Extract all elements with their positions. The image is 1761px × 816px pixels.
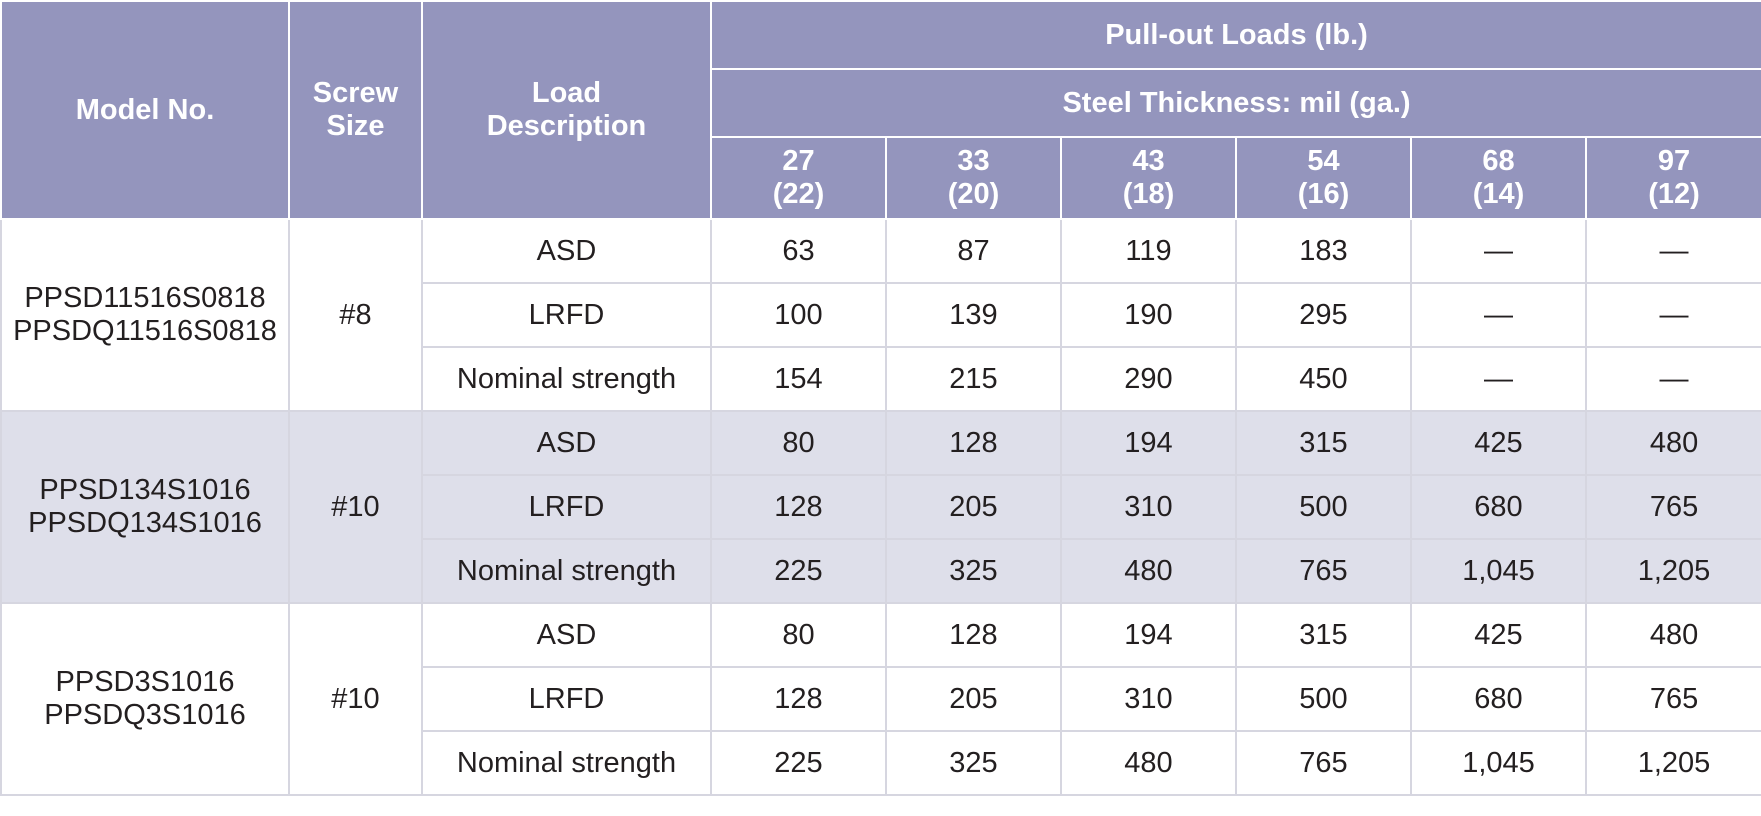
- load-value-cell: 128: [710, 474, 887, 540]
- pullout-load-table: Model No. Screw Size Load Description Pull…: [0, 0, 1761, 796]
- load-description-cell: ASD: [421, 218, 712, 284]
- table-row: LRFD 128 205 310 500 680 765: [1, 474, 1761, 540]
- load-value-cell: 205: [885, 474, 1062, 540]
- load-value-cell: 1,205: [1584, 538, 1761, 604]
- screw-size-cell: #10: [288, 602, 423, 796]
- screw-size-cell: #8: [288, 218, 423, 412]
- load-value-cell: 87: [885, 218, 1062, 284]
- load-description-cell: Nominal strength: [421, 538, 712, 604]
- load-value-cell: 315: [1235, 410, 1412, 476]
- load-value-cell: 215: [885, 346, 1062, 412]
- load-value-cell: —: [1584, 282, 1761, 348]
- load-value-cell: 225: [710, 730, 887, 796]
- load-value-cell: 139: [885, 282, 1062, 348]
- load-value-cell: 480: [1060, 538, 1237, 604]
- load-value-cell: 765: [1584, 474, 1761, 540]
- load-value-cell: 205: [885, 666, 1062, 732]
- load-value-cell: 154: [710, 346, 887, 412]
- load-value-cell: —: [1584, 346, 1761, 412]
- thickness-column-header: 27 (22): [710, 136, 887, 220]
- model-no-cell: PPSD11516S0818 PPSDQ11516S0818: [0, 218, 290, 412]
- load-value-cell: 190: [1060, 282, 1237, 348]
- pullout-loads-header: Pull-out Loads (lb.): [709, 0, 1761, 70]
- table-body: PPSD11516S0818 PPSDQ11516S0818 #8 ASD 63 87 11…: [0, 218, 1761, 796]
- load-value-cell: 680: [1410, 474, 1587, 540]
- thickness-column-header: 43 (18): [1060, 136, 1237, 220]
- load-value-cell: —: [1584, 218, 1761, 284]
- load-value-cell: 1,045: [1410, 538, 1587, 604]
- load-value-cell: —: [1410, 346, 1587, 412]
- load-value-cell: —: [1410, 282, 1587, 348]
- load-value-cell: 425: [1410, 410, 1587, 476]
- load-value-cell: 295: [1235, 282, 1412, 348]
- load-value-cell: 119: [1060, 218, 1237, 284]
- table-row: PPSD134S1016 PPSDQ134S1016 #10 ASD 80 128 194 3…: [0, 410, 1761, 604]
- load-value-cell: 225: [710, 538, 887, 604]
- load-value-cell: 450: [1235, 346, 1412, 412]
- table-row: Nominal strength 154 215 290 450— —: [1, 346, 1761, 412]
- load-value-cell: 480: [1584, 410, 1761, 476]
- load-value-cell: 80: [710, 410, 887, 476]
- table-row: Nominal strength 225 325 480 765 1,045 1,205: [1, 538, 1761, 604]
- load-value-cell: 1,205: [1584, 730, 1761, 796]
- load-value-cell: 765: [1584, 666, 1761, 732]
- model-no-cell: PPSD3S1016 PPSDQ3S1016: [0, 602, 290, 796]
- steel-thickness-header: Steel Thickness: mil (ga.): [709, 68, 1761, 138]
- load-value-cell: 63: [710, 218, 887, 284]
- load-description-cell: LRFD: [421, 666, 712, 732]
- load-value-cell: 128: [885, 602, 1062, 668]
- load-value-cell: 500: [1235, 474, 1412, 540]
- load-value-cell: 183: [1235, 218, 1412, 284]
- load-value-cell: 128: [710, 666, 887, 732]
- load-description-cell: Nominal strength: [421, 346, 712, 412]
- load-value-cell: 765: [1235, 730, 1412, 796]
- load-description-cell: Nominal strength: [421, 730, 712, 796]
- load-description-cell: ASD: [421, 410, 712, 476]
- thickness-column-header: 54 (16): [1235, 136, 1412, 220]
- load-value-cell: 80: [710, 602, 887, 668]
- table-row: LRFD 128 205 310 500 680 765: [1, 666, 1761, 732]
- load-value-cell: 480: [1060, 730, 1237, 796]
- load-value-cell: 194: [1060, 602, 1237, 668]
- load-value-cell: 765: [1235, 538, 1412, 604]
- load-value-cell: 480: [1584, 602, 1761, 668]
- load-value-cell: 310: [1060, 666, 1237, 732]
- screw-size-header: Screw Size: [288, 0, 423, 220]
- load-value-cell: 1,045: [1410, 730, 1587, 796]
- load-value-cell: 325: [885, 730, 1062, 796]
- table-row: PPSD3S1016 PPSDQ3S1016 #10 ASD 80 128 194 315 42…: [0, 602, 1761, 796]
- screw-size-cell: #10: [288, 410, 423, 604]
- load-value-cell: 325: [885, 538, 1062, 604]
- table-row: PPSD11516S0818 PPSDQ11516S0818 #8 ASD 63 87 11…: [0, 218, 1761, 412]
- model-no-cell: PPSD134S1016 PPSDQ134S1016: [0, 410, 290, 604]
- load-value-cell: —: [1410, 218, 1587, 284]
- load-description-cell: LRFD: [421, 474, 712, 540]
- table-header: Model No. Screw Size Load Description Pull…: [0, 0, 1761, 220]
- load-value-cell: 194: [1060, 410, 1237, 476]
- load-value-cell: 425: [1410, 602, 1587, 668]
- thickness-column-header: 97 (12): [1584, 136, 1761, 220]
- load-description-cell: LRFD: [421, 282, 712, 348]
- load-value-cell: 100: [710, 282, 887, 348]
- thickness-column-header: 68 (14): [1410, 136, 1587, 220]
- load-value-cell: 680: [1410, 666, 1587, 732]
- load-description-header: Load Description: [421, 0, 712, 220]
- table-row: LRFD 100 139 190 295— —: [1, 282, 1761, 348]
- load-value-cell: 290: [1060, 346, 1237, 412]
- load-value-cell: 310: [1060, 474, 1237, 540]
- load-description-cell: ASD: [421, 602, 712, 668]
- load-value-cell: 500: [1235, 666, 1412, 732]
- load-value-cell: 128: [885, 410, 1062, 476]
- model-no-header: Model No.: [0, 0, 290, 220]
- table-row: Nominal strength 225 325 480 765 1,045 1,205: [1, 730, 1761, 796]
- thickness-column-header: 33 (20): [885, 136, 1062, 220]
- load-value-cell: 315: [1235, 602, 1412, 668]
